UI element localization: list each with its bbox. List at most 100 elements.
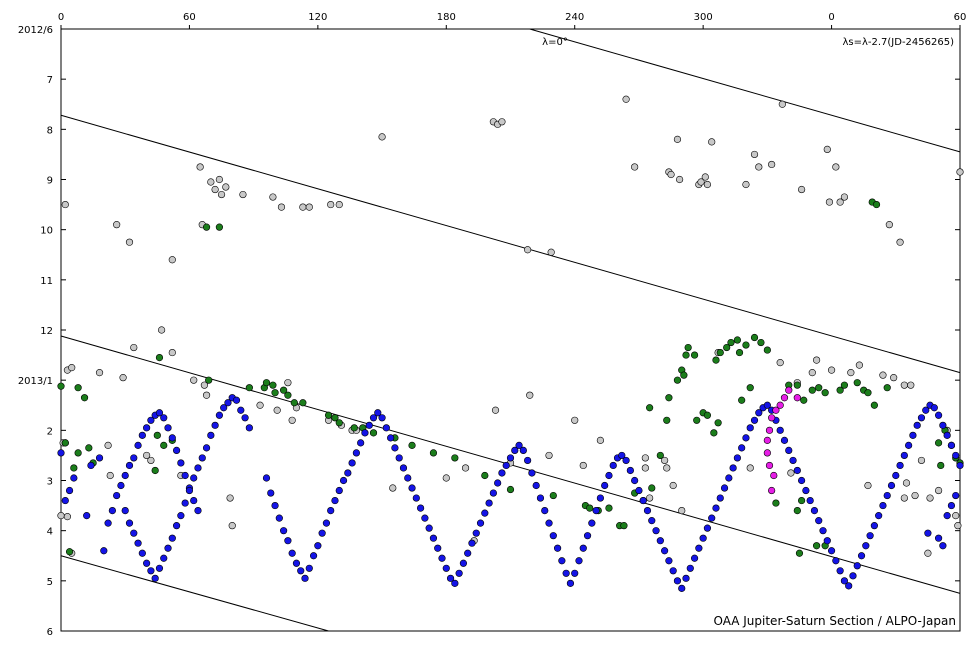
gray-point <box>703 180 712 189</box>
blue-point <box>241 414 249 422</box>
blue-point <box>95 454 104 462</box>
green-point <box>620 522 628 530</box>
gray-point <box>864 481 872 490</box>
green-point <box>70 464 78 472</box>
magenta-point <box>772 406 780 414</box>
gray-point <box>327 200 335 209</box>
gray-point <box>827 366 836 374</box>
y-tick-label: 10 <box>40 226 53 237</box>
gray-point <box>571 416 579 424</box>
gray-point <box>900 381 908 389</box>
magenta-point <box>763 436 771 444</box>
green-point <box>85 444 93 452</box>
gray-point <box>491 406 500 414</box>
y-tick-label: 5 <box>47 577 53 588</box>
blue-point <box>506 454 515 462</box>
blue-point <box>134 539 142 547</box>
blue-point <box>549 532 557 540</box>
blue-point <box>459 559 468 567</box>
blue-point <box>622 456 630 465</box>
green-point <box>151 466 159 475</box>
blue-point <box>164 544 172 552</box>
blue-point <box>168 434 176 442</box>
blue-point <box>905 441 913 449</box>
blue-point <box>147 567 155 575</box>
blue-point <box>211 421 219 429</box>
blue-point <box>348 459 356 467</box>
blue-point <box>284 537 292 545</box>
blue-point <box>344 469 352 477</box>
green-point <box>710 429 718 437</box>
green-point <box>61 439 69 447</box>
blue-point <box>70 474 78 482</box>
blue-point <box>716 494 724 502</box>
blue-point <box>802 486 810 495</box>
gray-point <box>305 203 313 211</box>
blue-point <box>947 441 956 449</box>
blue-point <box>181 471 189 480</box>
blue-point <box>755 409 763 417</box>
blue-point <box>121 507 129 515</box>
green-point <box>245 384 253 392</box>
guide-line-0 <box>529 28 961 153</box>
blue-point <box>939 421 947 429</box>
green-point <box>335 419 343 427</box>
gray-point <box>190 376 198 384</box>
blue-point <box>917 414 926 422</box>
gray-point <box>222 183 230 191</box>
guide-line-3 <box>60 555 329 632</box>
blue-point <box>823 537 831 545</box>
gray-point <box>663 464 671 472</box>
green-point <box>331 414 339 422</box>
blue-point <box>476 519 485 527</box>
green-point <box>202 223 211 231</box>
blue-point <box>703 524 712 532</box>
blue-point <box>883 491 891 500</box>
blue-point <box>318 529 326 537</box>
blue-point <box>365 421 373 429</box>
green-point <box>883 384 891 392</box>
gray-point <box>256 401 264 409</box>
blue-point <box>121 471 129 480</box>
blue-point <box>892 471 900 480</box>
blue-point <box>455 569 463 577</box>
blue-point <box>172 446 181 455</box>
blue-point <box>172 522 181 530</box>
blue-point <box>399 464 408 472</box>
blue-point <box>588 519 596 527</box>
green-point <box>864 389 872 397</box>
blue-point <box>896 461 904 470</box>
green-point <box>693 416 701 424</box>
gray-point <box>168 256 176 264</box>
blue-point <box>57 449 65 457</box>
gray-point <box>68 364 76 372</box>
green-point <box>451 454 459 462</box>
y-tick-label: 2 <box>47 426 53 437</box>
blue-point <box>327 507 335 515</box>
gray-point <box>545 451 553 460</box>
blue-point <box>857 552 866 560</box>
blue-point <box>947 501 956 510</box>
gray-point <box>825 198 834 206</box>
green-point <box>80 394 89 402</box>
gray-point <box>547 248 555 256</box>
blue-point <box>224 399 232 407</box>
blue-point <box>729 464 737 472</box>
blue-point <box>673 577 682 585</box>
blue-point <box>815 517 823 525</box>
blue-point <box>750 416 759 424</box>
magenta-point <box>776 401 784 409</box>
blue-point <box>695 544 703 552</box>
green-point <box>795 549 804 557</box>
blue-point <box>913 421 921 429</box>
blue-point <box>819 527 827 535</box>
gray-point <box>778 100 786 108</box>
blue-point <box>391 444 399 452</box>
blue-point <box>720 484 729 492</box>
blue-point <box>232 396 241 404</box>
gray-point <box>917 456 926 465</box>
green-point <box>757 338 765 347</box>
blue-point <box>155 409 164 417</box>
gray-point <box>902 479 911 487</box>
blue-point <box>100 547 108 555</box>
